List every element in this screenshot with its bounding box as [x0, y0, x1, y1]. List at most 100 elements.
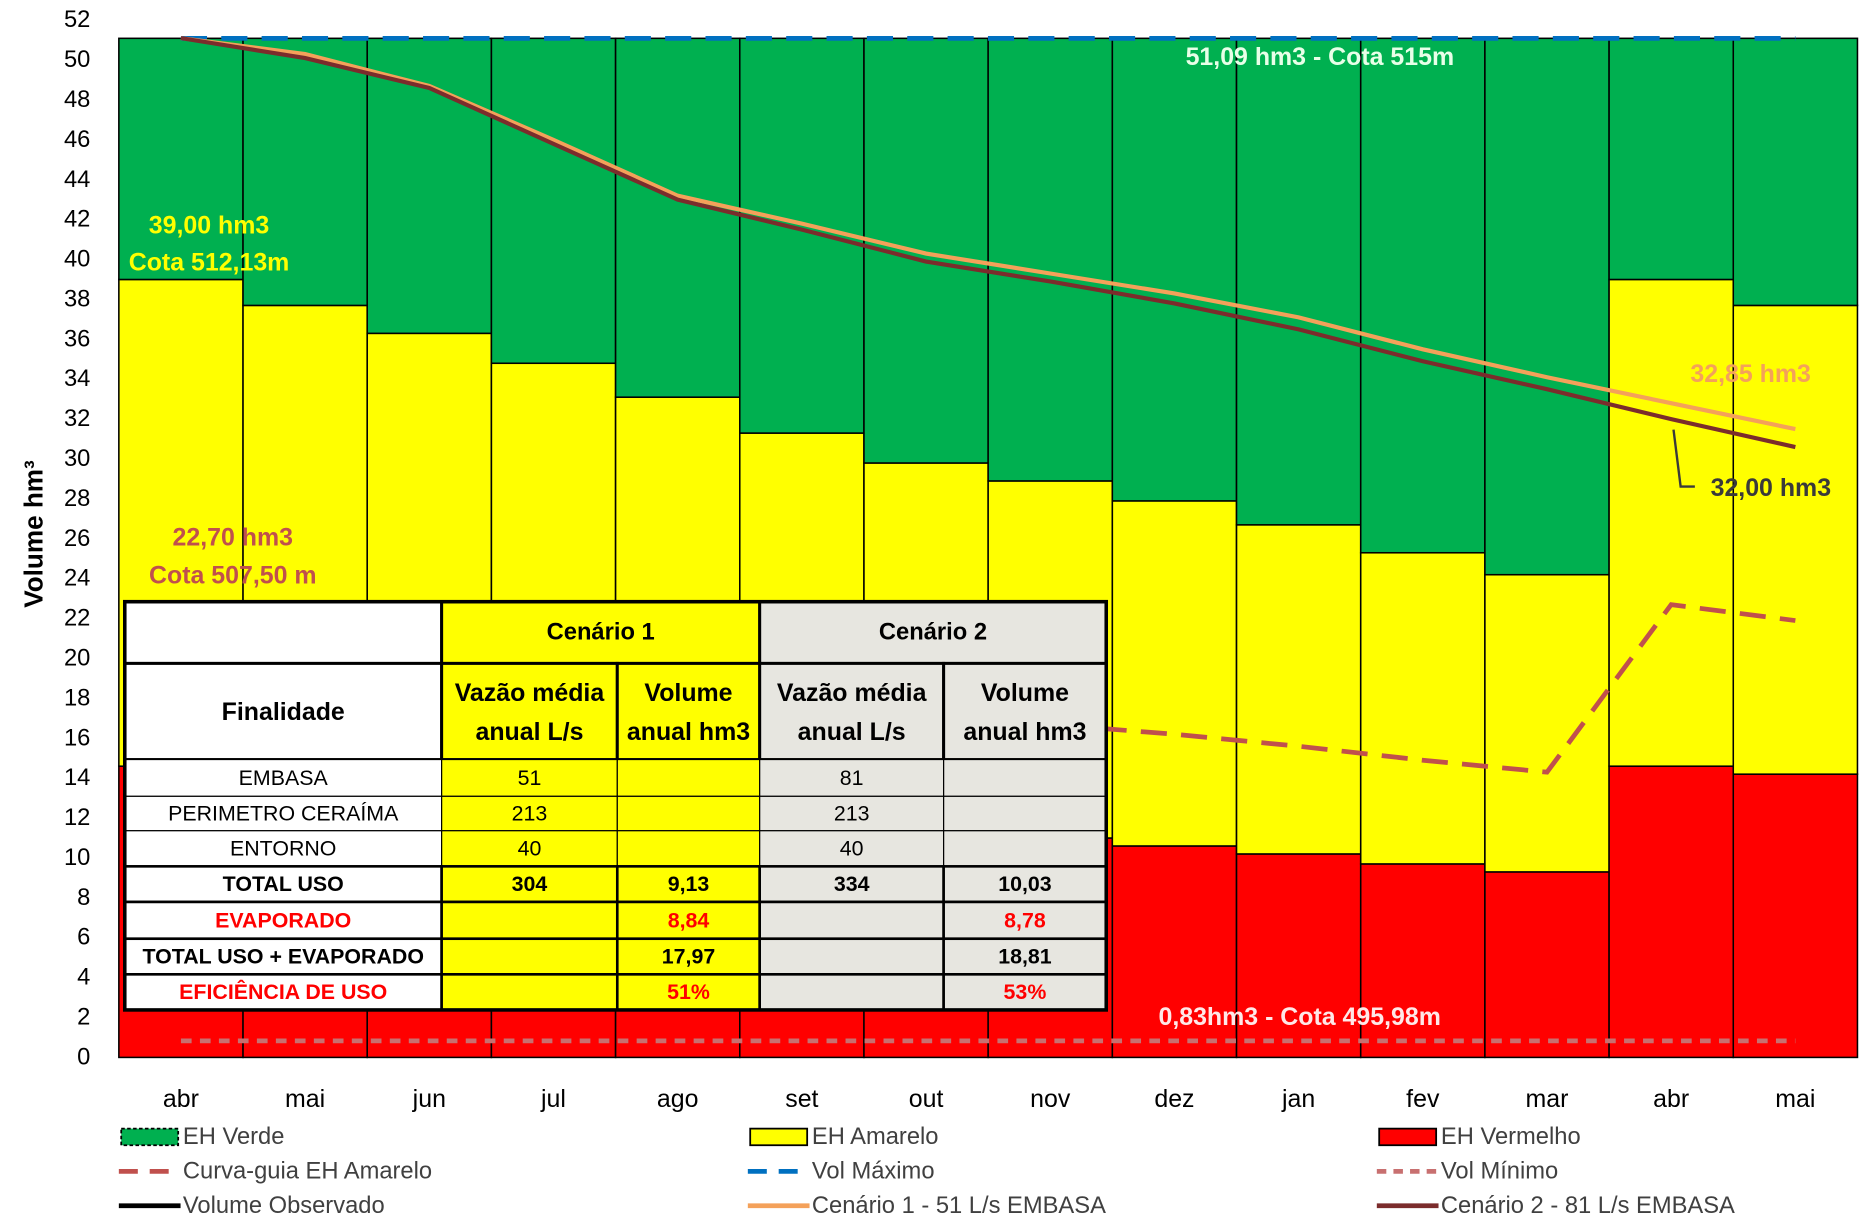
table-cell [942, 661, 1108, 762]
bar-segment [1484, 573, 1610, 873]
annotation: Cota 512,13m [129, 248, 290, 276]
table-cell-text: PERIMETRO CERAÍMA [168, 801, 399, 826]
annotation: 32,00 hm3 [1711, 474, 1831, 502]
y-tick-label: 20 [64, 645, 90, 671]
table-cell-text: TOTAL USO + EVAPORADO [142, 945, 423, 969]
bar-segment [1111, 37, 1238, 502]
table-cell [615, 661, 762, 762]
table-cell-text: TOTAL USO [223, 872, 344, 896]
table-cell [123, 600, 444, 665]
table-cell [759, 795, 945, 832]
bar-segment [118, 37, 244, 281]
x-tick-label: abr [1653, 1085, 1689, 1113]
bar-segment [1111, 500, 1238, 847]
legend-swatch [1378, 1127, 1438, 1147]
y-tick-label: 18 [64, 685, 90, 711]
table-cell [758, 937, 945, 976]
y-tick-label: 14 [64, 765, 90, 791]
table-cell [615, 937, 762, 976]
y-tick-label: 28 [64, 486, 90, 512]
y-tick-label: 32 [64, 406, 90, 432]
table-cell-text: 304 [512, 872, 548, 896]
bar-segment [1608, 278, 1735, 767]
table-cell [440, 600, 762, 665]
x-tick-label: fev [1406, 1085, 1440, 1113]
y-tick-label: 0 [77, 1044, 90, 1070]
x-tick-label: dez [1154, 1085, 1194, 1113]
bar-segment [1608, 765, 1735, 1059]
legend-label: EH Vermelho [1441, 1124, 1581, 1150]
legend-label: EH Amarelo [812, 1124, 939, 1150]
x-tick-label: jan [1281, 1085, 1315, 1113]
bar-segment [366, 37, 493, 335]
legend-label: Curva-guia EH Amarelo [183, 1158, 432, 1184]
table-cell-text: 8,78 [1004, 908, 1046, 932]
y-tick-label: 8 [77, 885, 90, 911]
legend-label: EH Verde [183, 1124, 285, 1150]
annotation: 32,85 hm3 [1690, 360, 1810, 388]
x-tick-label: set [785, 1085, 818, 1113]
y-tick-label: 52 [64, 7, 90, 33]
table-cell-text: anual L/s [798, 718, 906, 746]
bar-segment [490, 37, 617, 365]
table-cell [615, 900, 762, 941]
x-tick-label: mai [285, 1085, 325, 1113]
x-tick-label: abr [163, 1085, 199, 1113]
table-cell [441, 795, 618, 832]
table-cell [616, 830, 761, 867]
table-cell [123, 973, 443, 1012]
y-tick-label: 48 [64, 87, 90, 113]
bar-segment [1484, 871, 1610, 1059]
table-cell-text: Cenário 2 [879, 620, 987, 646]
table-cell-text: 51% [667, 980, 710, 1004]
bar-segment [242, 37, 368, 307]
legend-label: Cenário 2 - 81 L/s EMBASA [1441, 1193, 1735, 1219]
bar-segment [1732, 304, 1859, 775]
table-cell [124, 758, 443, 797]
bar-segment [1235, 37, 1362, 526]
y-tick-label: 46 [64, 127, 90, 153]
table-cell-text: 53% [1004, 980, 1047, 1004]
table-cell [758, 661, 946, 762]
table-cell [440, 661, 619, 762]
table-cell-text: Finalidade [222, 698, 345, 726]
annotation: 51,09 hm3 - Cota 515m [1186, 43, 1455, 71]
table-cell-text: 51 [518, 766, 542, 790]
y-tick-label: 36 [64, 326, 90, 352]
table-cell [616, 758, 761, 797]
table-cell [943, 795, 1107, 832]
table-cell-text: 40 [840, 837, 864, 861]
bar-segment [1608, 37, 1735, 281]
y-tick-label: 40 [64, 247, 90, 273]
bar-segment [1235, 853, 1362, 1059]
table-cell [758, 600, 1108, 665]
y-tick-label: 50 [64, 47, 90, 73]
legend-swatch [120, 1127, 180, 1147]
table-cell-text: Vazão média [455, 679, 606, 707]
x-tick-label: nov [1030, 1085, 1071, 1113]
table-cell-text: 81 [840, 766, 864, 790]
bar-segment [1359, 551, 1486, 865]
y-tick-label: 4 [77, 965, 90, 991]
y-tick-label: 10 [64, 845, 90, 871]
y-tick-label: 6 [77, 925, 90, 951]
table-cell-text: 17,97 [662, 945, 715, 969]
y-tick-label: 16 [64, 725, 90, 751]
table-cell-text: 9,13 [668, 872, 710, 896]
table-cell [942, 973, 1108, 1012]
table-cell-text: anual hm3 [963, 718, 1086, 746]
y-axis-label: Volume hm³ [18, 460, 48, 608]
bar-segment [1111, 845, 1238, 1059]
table-cell [124, 795, 443, 832]
leader-line [1672, 429, 1695, 488]
table-cell-text: EVAPORADO [215, 908, 351, 932]
table-cell-text: 334 [834, 872, 870, 896]
legend-swatch [749, 1127, 809, 1147]
x-tick-label: mai [1775, 1085, 1815, 1113]
bar-segment [1235, 524, 1362, 855]
table-cell [440, 900, 619, 941]
table-cell-text: 18,81 [998, 945, 1052, 969]
table-cell-text: 40 [518, 837, 542, 861]
annotation: 22,70 hm3 [173, 524, 293, 552]
